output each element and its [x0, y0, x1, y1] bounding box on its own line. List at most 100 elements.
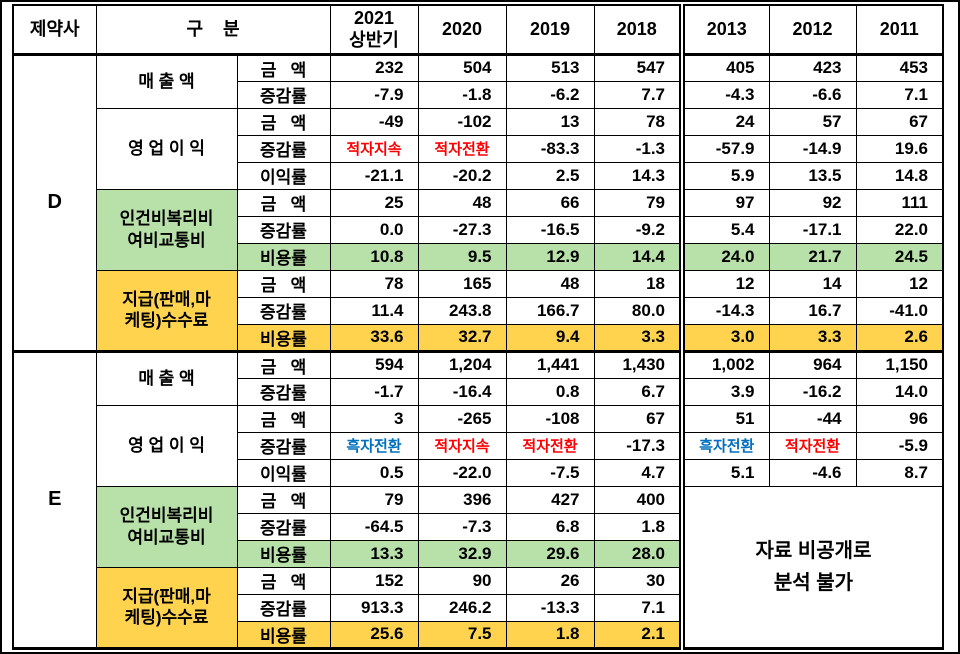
- value-cell: 594: [329, 350, 419, 379]
- metric-label: 이익률: [236, 161, 331, 190]
- header-year-2021h1: 2021 상반기: [329, 4, 419, 56]
- value-cell: 51: [679, 404, 770, 433]
- status-cell: 흑자전환: [679, 431, 770, 460]
- company-label-e: E: [12, 350, 97, 649]
- value-cell: 1,430: [593, 350, 683, 379]
- value-cell: 8.7: [855, 458, 944, 487]
- value-cell: 547: [593, 53, 683, 82]
- value-cell: 423: [768, 53, 857, 82]
- status-cell: 적자지속: [417, 431, 507, 460]
- header-year-2020: 2020: [417, 4, 507, 56]
- value-cell: 2.5: [505, 161, 595, 190]
- value-cell: -14.3: [679, 296, 770, 325]
- metric-label: 증감률: [236, 377, 331, 406]
- value-cell: 57: [768, 107, 857, 136]
- table-row: 증감률 적자지속 적자전환 -83.3 -1.3 -57.9 -14.9 19.…: [13, 134, 944, 163]
- value-cell: 66: [505, 188, 595, 217]
- metric-label: 금 액: [236, 404, 331, 433]
- value-cell: 3.9: [679, 377, 770, 406]
- value-cell: 14.3: [593, 161, 683, 190]
- value-cell: 7.1: [855, 80, 944, 109]
- value-cell: 5.9: [679, 161, 770, 190]
- value-cell: 10.8: [329, 242, 419, 271]
- table-row: 이익률 0.5 -22.0 -7.5 4.7 5.1 -4.6 8.7: [13, 458, 944, 487]
- value-cell: 427: [505, 485, 595, 514]
- header-company: 제약사: [12, 4, 97, 56]
- value-cell: -1.3: [593, 134, 683, 163]
- table-row: 인건비복리비 여비교통비 금 액 79 396 427 400 자료 비공개로 …: [13, 485, 944, 649]
- table-row: 증감률 -7.9 -1.8 -6.2 7.7 -4.3 -6.6 7.1: [13, 80, 944, 109]
- value-cell: 14.0: [855, 377, 944, 406]
- value-cell: -108: [505, 404, 595, 433]
- nodata-cell: 자료 비공개로 분석 불가: [679, 485, 944, 649]
- value-cell: 5.4: [679, 215, 770, 244]
- value-cell: 78: [329, 269, 419, 298]
- value-cell: 24.0: [679, 242, 770, 271]
- value-cell: -16.4: [417, 377, 507, 406]
- value-cell: 14.8: [855, 161, 944, 190]
- value-cell: 4.7: [593, 458, 683, 487]
- value-cell: 11.4: [329, 296, 419, 325]
- value-cell: 48: [505, 269, 595, 298]
- metric-label: 금 액: [236, 350, 331, 379]
- value-cell: 16.7: [768, 296, 857, 325]
- value-cell: 3.3: [593, 323, 683, 353]
- value-cell: 13: [505, 107, 595, 136]
- metric-label: 금 액: [236, 269, 331, 298]
- value-cell: 67: [855, 107, 944, 136]
- value-cell: 1.8: [505, 620, 595, 649]
- value-cell: 1,150: [855, 350, 944, 379]
- value-cell: -265: [417, 404, 507, 433]
- value-cell: 25.6: [329, 620, 419, 649]
- header-year-2019: 2019: [505, 4, 595, 56]
- table-row: D 매 출 액 금 액 232 504 513 547 405 423 453: [12, 53, 944, 353]
- status-cell: 흑자전환: [329, 431, 419, 460]
- value-cell: -6.6: [768, 80, 857, 109]
- value-cell: 504: [417, 53, 507, 82]
- value-cell: 7.1: [593, 593, 683, 622]
- category-labor-welfare: 인건비복리비 여비교통비: [95, 485, 238, 568]
- value-cell: -16.5: [505, 215, 595, 244]
- metric-label: 비용률: [236, 539, 331, 568]
- value-cell: 96: [855, 404, 944, 433]
- value-cell: -17.3: [593, 431, 683, 460]
- value-cell: -4.3: [679, 80, 770, 109]
- value-cell: 2.6: [855, 323, 944, 353]
- value-cell: 6.7: [593, 377, 683, 406]
- value-cell: 12: [679, 269, 770, 298]
- table-row: 비용률 25.6 7.5 1.8 2.1: [13, 620, 943, 649]
- value-cell: -49: [329, 107, 419, 136]
- value-cell: 25: [329, 188, 419, 217]
- metric-label: 금 액: [236, 566, 331, 595]
- value-cell: -27.3: [417, 215, 507, 244]
- metric-label: 증감률: [236, 431, 331, 460]
- table-row: 비용률 10.8 9.5 12.9 14.4 24.0 21.7 24.5: [13, 242, 944, 271]
- category-commission: 지급(판매,마 케팅)수수료: [95, 269, 238, 353]
- category-sales: 매 출 액: [95, 350, 238, 406]
- table-row: 지급(판매,마 케팅)수수료 금 액 152 90 26 30: [13, 566, 943, 649]
- table-row: 영 업 이 익 금 액 3 -265 -108 67 51 -44 96: [13, 404, 944, 487]
- value-cell: 166.7: [505, 296, 595, 325]
- table-row: 비용률 13.3 32.9 29.6 28.0: [13, 539, 943, 568]
- value-cell: 1,002: [679, 350, 770, 379]
- value-cell: 513: [505, 53, 595, 82]
- status-cell: 적자지속: [329, 134, 419, 163]
- table-row: 이익률 -21.1 -20.2 2.5 14.3 5.9 13.5 14.8: [13, 161, 944, 190]
- value-cell: -102: [417, 107, 507, 136]
- value-cell: 14.4: [593, 242, 683, 271]
- value-cell: -14.9: [768, 134, 857, 163]
- category-sales: 매 출 액: [95, 53, 238, 109]
- value-cell: 79: [593, 188, 683, 217]
- value-cell: 165: [417, 269, 507, 298]
- value-cell: 14: [768, 269, 857, 298]
- value-cell: 1,204: [417, 350, 507, 379]
- header-year-2011: 2011: [855, 4, 944, 56]
- table-row: 지급(판매,마 케팅)수수료 금 액 78 165 48 18 12 14 12: [13, 269, 944, 353]
- value-cell: 3: [329, 404, 419, 433]
- value-cell: 400: [593, 485, 683, 514]
- value-cell: 9.5: [417, 242, 507, 271]
- metric-label: 비용률: [236, 323, 331, 353]
- metric-label: 금 액: [236, 485, 331, 514]
- value-cell: 246.2: [417, 593, 507, 622]
- table-row: 증감률 0.0 -27.3 -16.5 -9.2 5.4 -17.1 22.0: [13, 215, 944, 244]
